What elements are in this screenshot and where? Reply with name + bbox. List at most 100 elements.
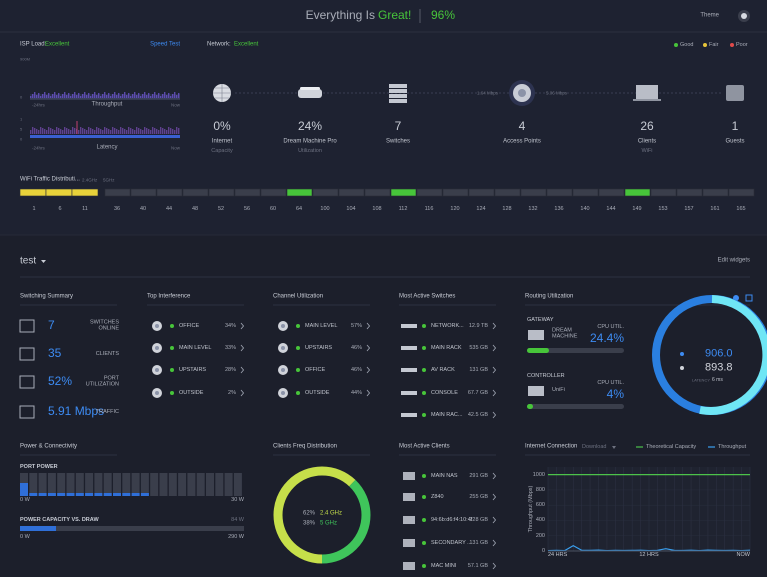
donut-segment — [273, 466, 371, 564]
stat-value: 0% — [213, 119, 231, 134]
label: 0 W — [20, 496, 30, 503]
label: 0 — [20, 136, 23, 142]
port-cell — [103, 473, 112, 496]
chevron — [366, 366, 371, 374]
device-icon — [528, 330, 544, 340]
channel-label: 48 — [191, 205, 199, 212]
summary-icon — [19, 319, 35, 333]
channel-label: 153 — [658, 205, 668, 212]
row-value: 57% — [350, 322, 362, 329]
latency-noise — [118, 130, 120, 134]
mode-selector[interactable]: Download — [582, 443, 607, 450]
throughput-noise — [58, 93, 60, 98]
port-cell — [187, 473, 196, 496]
switch-icon — [401, 413, 417, 417]
widget-title: Top Interference — [147, 293, 191, 300]
port-cell — [150, 473, 159, 496]
channel-cell — [598, 188, 625, 197]
throughput-noise — [70, 96, 72, 98]
gauge-value: 893.8 — [705, 361, 733, 374]
throughput-noise — [172, 94, 174, 98]
throughput-noise — [106, 95, 108, 98]
throughput-noise — [90, 96, 92, 98]
status-dot — [296, 368, 300, 372]
channel-label: 120 — [450, 205, 460, 212]
speed-test-link[interactable]: Speed Test — [150, 41, 180, 48]
latency-noise — [162, 128, 164, 134]
legend-label: Throughput — [718, 443, 747, 450]
chevron — [492, 322, 497, 330]
latency-noise — [146, 128, 148, 134]
latency-band — [30, 135, 180, 138]
latency-noise — [104, 127, 106, 134]
row-value: 34% — [224, 322, 236, 329]
label: Now — [170, 145, 180, 151]
channel-label: 132 — [528, 205, 538, 212]
port-draw — [140, 493, 149, 496]
label: Throughput — [91, 101, 123, 108]
label: ISP Load: — [20, 41, 47, 48]
latency-noise — [42, 128, 44, 134]
ap-dot — [281, 368, 285, 372]
chevron — [492, 366, 497, 374]
latency-noise — [34, 128, 36, 134]
edit-widgets[interactable]: Edit widgets — [717, 257, 750, 264]
throughput-noise — [126, 95, 128, 98]
label: 30 W — [231, 496, 244, 503]
port-cell — [196, 473, 205, 496]
site-selector[interactable]: test — [20, 255, 37, 267]
row-value: 67.7 GB — [467, 389, 488, 396]
port-draw — [75, 493, 84, 496]
band-tab[interactable]: 2.4GHz — [82, 177, 98, 183]
latency-noise — [110, 130, 112, 134]
status-dot — [674, 43, 678, 47]
y-tick-label: 600 — [535, 502, 545, 509]
row-name: OUTSIDE — [179, 389, 204, 396]
port-cell — [178, 473, 187, 496]
summary-label: PORT UTILIZATION — [85, 375, 119, 388]
label: POWER CAPACITY VS. DRAW — [20, 516, 99, 523]
row-name: MAIN LEVEL — [179, 344, 212, 351]
throughput-noise — [170, 96, 172, 98]
row-value: 28% — [224, 366, 236, 373]
throughput-noise — [142, 94, 144, 98]
port-cell — [140, 473, 149, 496]
chevron — [240, 322, 245, 330]
throughput-noise — [110, 96, 112, 98]
latency-noise — [138, 128, 140, 134]
x-tick-label: NOW — [736, 551, 750, 558]
band-tab[interactable]: 5GHz — [103, 177, 115, 183]
port-cell — [94, 473, 103, 496]
throughput-noise — [114, 92, 116, 98]
port-draw — [20, 483, 28, 496]
row-value: 291 GB — [469, 472, 488, 479]
top-panel — [0, 0, 767, 235]
channel-label: 116 — [424, 205, 434, 212]
channel-cell — [234, 188, 261, 197]
status-dot — [296, 324, 300, 328]
port-cell — [224, 473, 233, 496]
port-draw — [38, 493, 47, 496]
throughput-noise — [102, 94, 104, 98]
label: -24hrs — [32, 145, 45, 151]
channel-label: 100 — [320, 205, 330, 212]
latency-noise — [102, 130, 104, 134]
latency-noise — [68, 129, 70, 134]
row-value: 131 GB — [469, 366, 488, 373]
util-fill — [527, 348, 549, 353]
throughput-noise — [178, 93, 180, 98]
throughput-noise — [40, 96, 42, 98]
ap-dot — [281, 324, 285, 328]
throughput-noise — [74, 92, 76, 98]
score: 96% — [431, 8, 456, 23]
port-cell — [206, 473, 214, 496]
latency-noise — [64, 127, 66, 134]
switch-icon — [389, 89, 407, 93]
chevron — [240, 366, 245, 374]
latency-noise — [50, 128, 52, 134]
row-name: MAIN RACK — [431, 344, 462, 351]
stat-value: 26 — [640, 119, 654, 134]
row-value: 42.5 GB — [467, 411, 488, 418]
stat-label: Clients — [637, 138, 657, 145]
